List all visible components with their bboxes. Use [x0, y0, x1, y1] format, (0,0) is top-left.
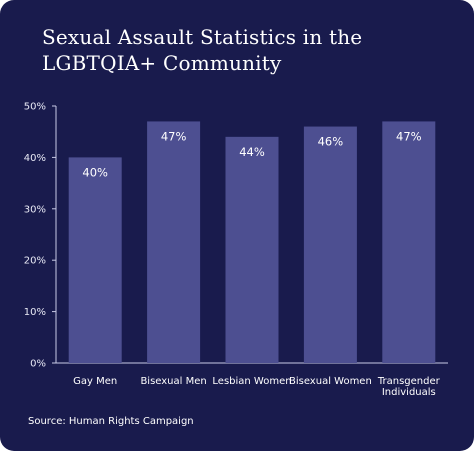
- y-tick-label: 50%: [24, 102, 46, 113]
- bar: [147, 121, 201, 363]
- bar-data-label: 47%: [161, 129, 187, 143]
- x-category-label: Gay Men: [73, 376, 117, 387]
- y-tick-label: 10%: [24, 307, 46, 318]
- source-note: Source: Human Rights Campaign: [28, 416, 194, 427]
- x-category-label: Transgender: [377, 376, 441, 387]
- x-category-label: Bisexual Women: [289, 376, 372, 387]
- x-category-label: Lesbian Women: [212, 376, 291, 387]
- y-tick-label: 30%: [24, 204, 46, 215]
- bar-data-label: 46%: [318, 135, 344, 149]
- bar: [68, 157, 122, 363]
- x-category-label: Individuals: [382, 387, 436, 398]
- y-tick-label: 40%: [24, 153, 46, 164]
- bar: [382, 121, 436, 363]
- y-tick-label: 20%: [24, 256, 46, 267]
- bar-data-label: 40%: [82, 165, 108, 179]
- bar: [303, 126, 357, 363]
- chart-title: Sexual Assault Statistics in the LGBTQIA…: [42, 24, 442, 76]
- chart-title-line-2: LGBTQIA+ Community: [42, 51, 282, 75]
- y-tick-label: 0%: [30, 359, 46, 370]
- x-category-label: Bisexual Men: [140, 376, 206, 387]
- chart-title-line-1: Sexual Assault Statistics in the: [42, 25, 363, 49]
- bar-data-label: 47%: [396, 129, 422, 143]
- bar-data-label: 44%: [239, 145, 265, 159]
- bar: [225, 136, 279, 363]
